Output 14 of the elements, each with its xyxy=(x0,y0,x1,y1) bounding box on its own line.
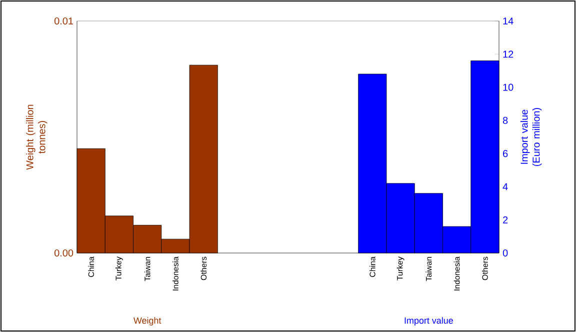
text: Weight xyxy=(134,317,162,326)
y2-tick-label: 0 xyxy=(502,249,508,257)
y2-tick-label: 4 xyxy=(502,183,508,190)
y2-tick-label: 8 xyxy=(502,116,508,124)
y2-tick-label: 2 xyxy=(503,216,508,224)
y2-tick-label: 6 xyxy=(503,150,508,158)
y-tick-label: 0.00 xyxy=(54,249,74,257)
y-tick-label: 0.01 xyxy=(54,17,73,25)
y2-tick-label: 14 xyxy=(503,18,514,24)
y2-axis-title: Import value (Euro million) xyxy=(520,108,542,166)
y2-tick-label: 12 xyxy=(503,50,514,58)
y2-tick-label: 10 xyxy=(503,84,514,91)
text: Import value xyxy=(404,317,453,326)
y-axis-title: Weight (million tonnes) xyxy=(26,104,48,170)
